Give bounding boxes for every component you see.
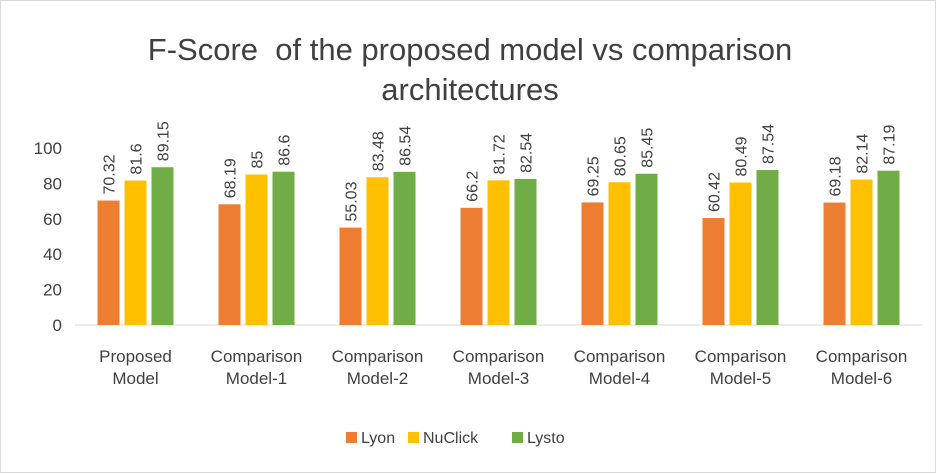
- value-label: 81.72: [492, 134, 509, 174]
- value-label: 87.19: [882, 125, 899, 165]
- bar: [460, 207, 483, 325]
- value-label: 82.54: [519, 133, 536, 173]
- bar: [245, 174, 268, 325]
- value-label: 70.32: [102, 154, 119, 194]
- legend-swatch: [408, 432, 419, 443]
- y-tick-label: 20: [43, 281, 62, 300]
- bar: [272, 171, 295, 325]
- value-label: 83.48: [371, 131, 388, 171]
- legend-label: Lyon: [361, 430, 395, 447]
- value-label: 87.54: [761, 124, 778, 164]
- x-tick-label: Comparison Model-5: [694, 347, 787, 388]
- y-tick-label: 100: [34, 139, 62, 158]
- bar: [702, 218, 725, 325]
- y-tick-label: 60: [43, 210, 62, 229]
- bar: [514, 178, 537, 325]
- x-tick-label: Comparison Model-3: [452, 347, 545, 388]
- x-tick-label: Comparison Model-4: [573, 347, 666, 388]
- value-label: 81.6: [129, 143, 146, 174]
- bar: [151, 167, 174, 325]
- bar: [581, 202, 604, 325]
- legend-swatch: [346, 432, 357, 443]
- bar: [218, 204, 241, 325]
- bar: [366, 177, 389, 325]
- bar: [97, 200, 120, 325]
- value-label: 85.45: [640, 128, 657, 168]
- y-tick-label: 40: [43, 245, 62, 264]
- value-label: 86.6: [277, 134, 294, 165]
- y-tick-label: 0: [53, 316, 62, 335]
- value-label: 69.25: [586, 156, 603, 196]
- bar: [877, 170, 900, 325]
- x-tick-label: Comparison Model-6: [815, 347, 908, 388]
- value-label: 82.14: [855, 133, 872, 173]
- value-label: 89.15: [156, 121, 173, 161]
- legend-label: NuClick: [423, 430, 479, 447]
- value-label: 69.18: [828, 156, 845, 196]
- bar: [393, 171, 416, 325]
- legend-label: Lysto: [527, 430, 565, 447]
- bar: [756, 170, 779, 325]
- legend-swatch: [512, 432, 523, 443]
- bar: [339, 227, 362, 325]
- value-label: 80.65: [613, 136, 630, 176]
- x-tick-label: Comparison Model-1: [210, 347, 303, 388]
- value-label: 85: [250, 151, 267, 169]
- value-label: 55.03: [344, 181, 361, 221]
- bar: [608, 182, 631, 325]
- bar: [635, 173, 658, 325]
- value-label: 66.2: [465, 171, 482, 202]
- x-tick-label: Comparison Model-2: [331, 347, 424, 388]
- chart-title: F-Score of the proposed model vs compari…: [147, 32, 801, 107]
- bar: [124, 180, 147, 325]
- value-label: 86.54: [398, 126, 415, 166]
- value-label: 80.49: [734, 136, 751, 176]
- bar: [487, 180, 510, 325]
- x-tick-label: Proposed Model: [99, 347, 172, 388]
- value-label: 68.19: [223, 158, 240, 198]
- bar: [823, 202, 846, 325]
- bar: [729, 182, 752, 325]
- y-tick-label: 80: [43, 174, 62, 193]
- value-label: 60.42: [707, 172, 724, 212]
- bar: [850, 179, 873, 325]
